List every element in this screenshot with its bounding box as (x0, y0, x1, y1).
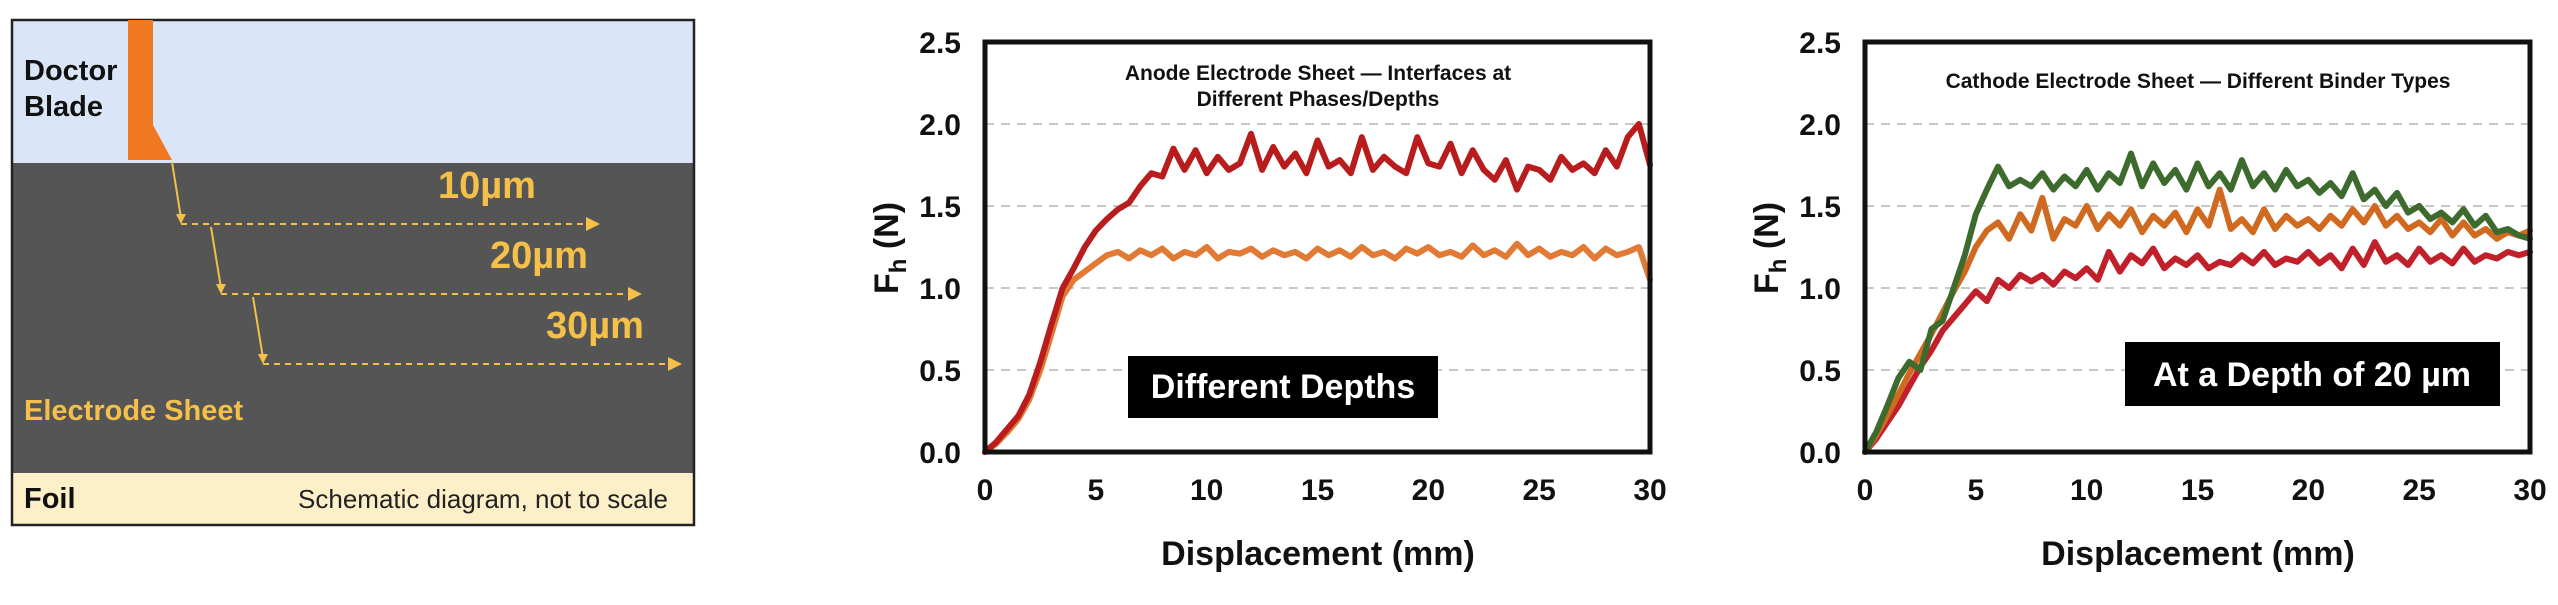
y-tick-label: 1.5 (1799, 191, 1841, 224)
series-line-1 (1862, 239, 2533, 455)
y-tick-labels: 0.0 0.5 1.0 1.5 2.0 2.5 (1799, 27, 1841, 470)
depth-label-10: 10µm (438, 165, 536, 207)
y-tick-label: 0.0 (919, 437, 961, 470)
x-tick-label: 0 (1857, 474, 1874, 507)
depth-label-30: 30µm (546, 305, 644, 347)
annotation-label: Different Depths (1151, 368, 1415, 406)
y-tick-label: 1.5 (919, 191, 961, 224)
y-tick-label: 1.0 (919, 273, 961, 306)
depth-arrows (171, 161, 682, 371)
series-layer (1862, 150, 2533, 455)
y-axis-label-unit: (N) (1748, 202, 1786, 259)
y-axis-label: Fh (N) (1748, 202, 1792, 294)
x-tick-label: 30 (2513, 474, 2546, 507)
y-tick-label: 2.0 (1799, 109, 1841, 142)
x-tick-label: 25 (2402, 474, 2435, 507)
y-tick-label: 2.0 (919, 109, 961, 142)
doctor-blade (128, 20, 172, 160)
schematic-diagram: Doctor Blade 10µm 20µm 30µm Electrode Sh… (10, 18, 696, 527)
x-tick-labels: 0 5 10 15 20 25 30 (977, 474, 1667, 507)
x-tick-label: 0 (977, 474, 994, 507)
y-tick-label: 0.5 (1799, 355, 1841, 388)
foil-label: Foil (24, 483, 76, 515)
y-tick-label: 2.5 (919, 27, 961, 60)
series-line-2 (1862, 186, 2533, 455)
plot-frame (982, 39, 1653, 455)
x-tick-label: 15 (2181, 474, 2214, 507)
chart-title: Cathode Electrode Sheet — Different Bind… (1946, 70, 2451, 93)
x-tick-label: 20 (2292, 474, 2325, 507)
chart-title-line1: Anode Electrode Sheet — Interfaces at (1125, 62, 1511, 85)
electrode-region (12, 163, 694, 473)
y-axis-label-unit: (N) (868, 202, 906, 259)
chart-title-line2: Different Phases/Depths (1197, 88, 1440, 111)
y-tick-label: 2.5 (1799, 27, 1841, 60)
series-line-3 (1862, 150, 2533, 455)
depth-label-20: 20µm (490, 235, 588, 277)
series-line-1 (982, 240, 1653, 455)
foil-region (12, 473, 694, 525)
y-axis-label: Fh (N) (868, 202, 912, 294)
scale-note: Schematic diagram, not to scale (298, 484, 668, 514)
x-tick-label: 10 (2070, 474, 2103, 507)
x-tick-label: 15 (1301, 474, 1334, 507)
annotation-label: At a Depth of 20 µm (2153, 356, 2471, 394)
series-layer (982, 121, 1653, 455)
y-tick-label: 0.0 (1799, 437, 1841, 470)
x-tick-label: 5 (1967, 474, 1984, 507)
y-axis-label-symbol: F (868, 273, 906, 294)
annotation-box (2125, 342, 2500, 406)
x-tick-label: 10 (1190, 474, 1223, 507)
anode-force-chart: 0.0 0.5 1.0 1.5 2.0 2.5 0 5 10 15 20 25 … (868, 27, 1667, 573)
x-tick-labels: 0 5 10 15 20 25 30 (1857, 474, 2547, 507)
x-tick-label: 25 (1522, 474, 1555, 507)
electrode-sheet-label: Electrode Sheet (24, 395, 244, 427)
x-tick-label: 20 (1412, 474, 1445, 507)
y-axis-label-subscript: h (1765, 259, 1792, 274)
x-axis-label: Displacement (mm) (1161, 535, 1475, 573)
cathode-force-chart: 0.0 0.5 1.0 1.5 2.0 2.5 0 5 10 15 20 25 … (1748, 27, 2547, 573)
x-tick-label: 5 (1087, 474, 1104, 507)
plot-frame (1862, 39, 2533, 455)
y-tick-labels: 0.0 0.5 1.0 1.5 2.0 2.5 (919, 27, 961, 470)
series-line-2 (982, 121, 1653, 455)
y-tick-label: 1.0 (1799, 273, 1841, 306)
schematic-frame (10, 18, 696, 527)
blade-label-line2: Blade (24, 91, 103, 123)
air-region (12, 20, 694, 165)
x-axis-label: Displacement (mm) (2041, 535, 2355, 573)
annotation-box (1128, 356, 1438, 418)
blade-label-line1: Doctor (24, 55, 117, 87)
y-axis-label-subscript: h (885, 259, 912, 274)
y-axis-label-symbol: F (1748, 273, 1786, 294)
x-tick-label: 30 (1633, 474, 1666, 507)
y-tick-label: 0.5 (919, 355, 961, 388)
